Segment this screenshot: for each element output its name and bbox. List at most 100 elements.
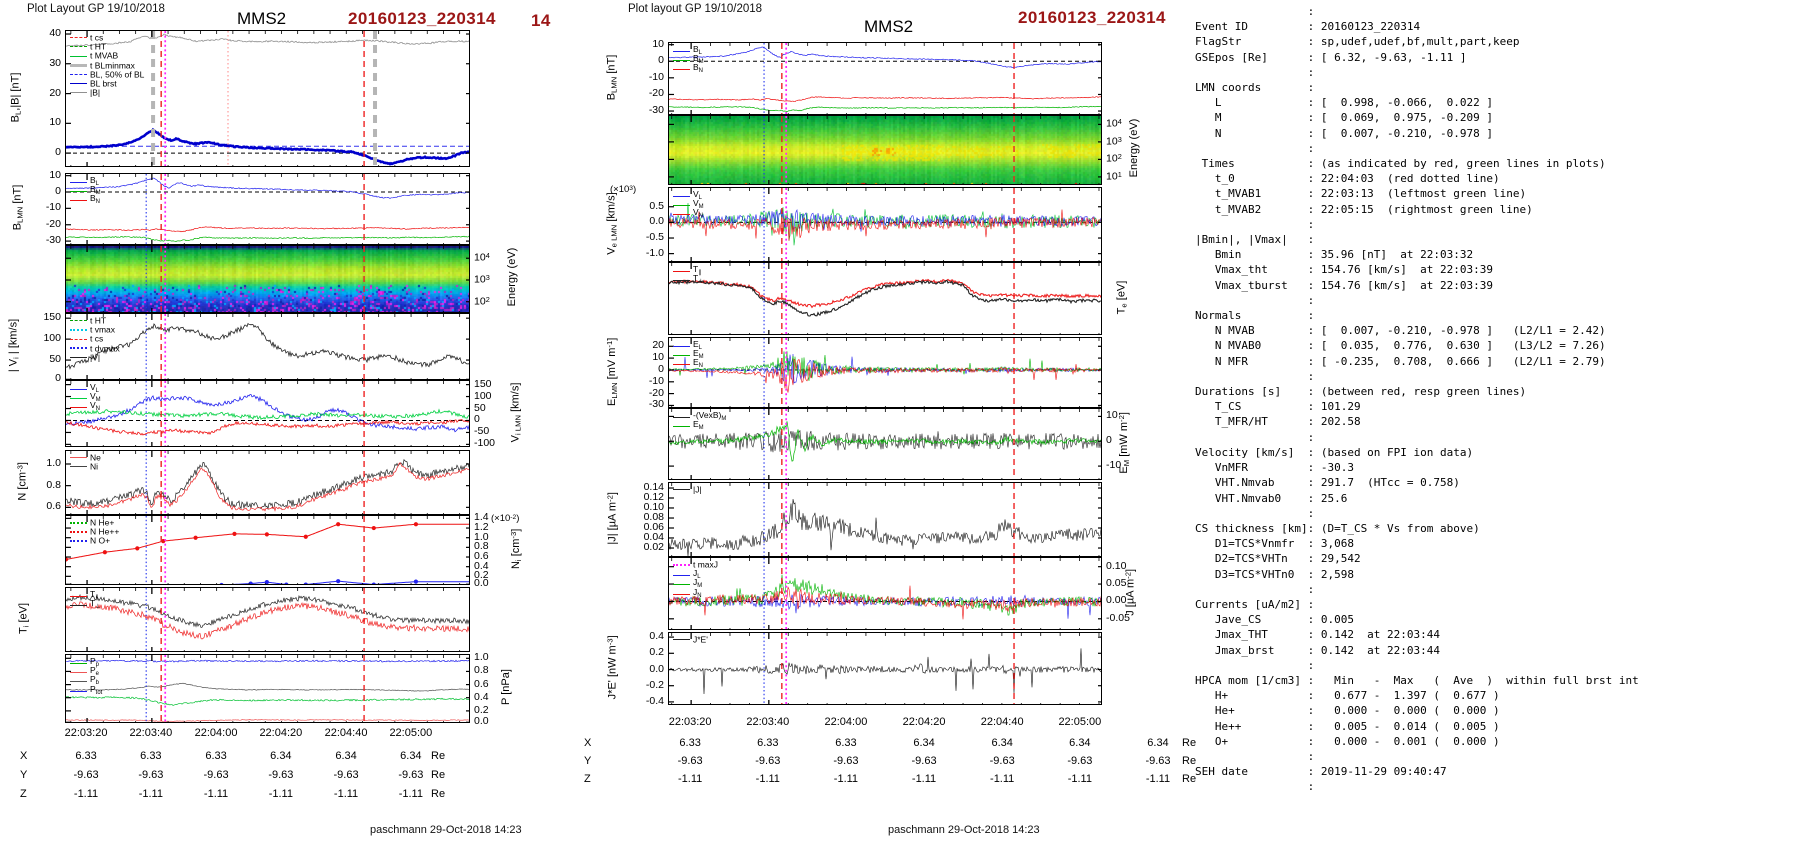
legend-label: EN (693, 357, 703, 370)
legend-label: Pe (90, 665, 99, 678)
plot-svg (669, 558, 1101, 629)
legend-label: VN (90, 400, 100, 413)
legend-entry: J*E' (673, 635, 708, 644)
legend-line-sample (673, 416, 690, 418)
legend-label: t cs (90, 333, 104, 344)
y-tick-label: 0.12 (643, 491, 664, 503)
plot-svg (669, 116, 1101, 184)
y-tick-label: 0.4 (649, 630, 664, 643)
legend-entry: EL (673, 340, 702, 353)
legend-line-sample (70, 466, 87, 468)
legend-entry: T∥ (70, 590, 98, 603)
legend-line-sample (673, 584, 690, 586)
ephemeris-value: 6.33 (75, 750, 97, 762)
ephemeris-value: -9.63 (268, 769, 294, 781)
panel-left-Vi-LMN: VL VM VN (65, 380, 470, 447)
y-tick-label: 0.8 (46, 478, 61, 491)
y-tick-label: 20 (652, 339, 664, 352)
y-tick-label-right: 1.0 (474, 530, 489, 543)
y-tick-label-right: 1.4 (474, 511, 489, 524)
legend-entry: BN (70, 194, 100, 207)
legend-entry: t cs (70, 334, 103, 343)
panel-left-pressure: Pp Pe Pb Ptot (65, 654, 470, 723)
time-tick-label: 22:04:40 (980, 716, 1024, 728)
legend-line-sample (673, 345, 690, 347)
event-id-fragment: 14 (531, 11, 551, 30)
legend-entry: VN (70, 401, 100, 414)
axis-multiplier-note: (×10-2) (491, 513, 520, 524)
legend-entry: -(VexB)M (673, 411, 726, 424)
y-axis-label-right: Energy (eV) (1128, 118, 1140, 178)
footer-credit-left: paschmann 29-Oct-2018 14:23 (370, 824, 522, 836)
legend-label: BM (693, 53, 704, 66)
legend-label: JN (693, 586, 702, 599)
ephemeris-value: -9.63 (73, 769, 99, 781)
legend-line-sample (673, 69, 690, 71)
legend-entry: BL brst (70, 79, 117, 88)
legend-label: BL (90, 175, 99, 187)
event-id-middle: 20160123_220314 (1018, 8, 1166, 27)
event-id-left: 20160123_220314 (348, 9, 496, 28)
ephemeris-value: -1.11 (203, 788, 229, 800)
panel-left-B-LMN: BL BM BN (65, 173, 470, 245)
ephemeris-row-label: Z (20, 788, 27, 800)
plot-svg (66, 655, 469, 722)
y-axis-label: J*E' [nW m-3] (605, 634, 619, 699)
ephemeris-unit: Re (431, 788, 446, 800)
axis-multiplier-note: (×103) (610, 184, 637, 195)
footer-credit-middle: paschmann 29-Oct-2018 14:23 (888, 824, 1040, 836)
legend-line-sample (70, 191, 87, 193)
legend-line-sample (70, 595, 87, 597)
legend-label: t HT (90, 315, 107, 326)
legend-entry: N O+ (70, 536, 110, 545)
spectrogram-canvas (669, 116, 1101, 184)
y-tick-label: 0 (55, 185, 61, 197)
ephemeris-value: -9.63 (1067, 755, 1093, 767)
legend-label: JL (693, 568, 701, 581)
panel-left-N-density: Ne Ni (65, 450, 470, 515)
legend-line-sample (673, 355, 690, 357)
plot-svg (66, 588, 469, 651)
legend-entry: VN (673, 208, 703, 221)
y-tick-label-right: 104 (474, 251, 490, 264)
time-tick-label: 22:05:00 (1058, 716, 1102, 728)
legend-entry: Ptot (70, 684, 102, 698)
legend-label: |V| (90, 352, 101, 363)
panel-middle-B-LMN-brst: BL BM BN (668, 42, 1102, 115)
legend-line-sample (70, 357, 87, 359)
legend-label: t dvmax (90, 342, 120, 353)
y-tick-label-right: 0.10 (1106, 559, 1127, 572)
plot-svg (66, 516, 469, 584)
ephemeris-value: -1.11 (990, 773, 1015, 785)
legend-label: VM (693, 198, 704, 211)
y-tick-label: 0.0 (649, 662, 664, 675)
legend-label: EM (693, 348, 704, 361)
legend-entry: EM (673, 349, 704, 362)
y-tick-label: 0 (658, 54, 664, 67)
y-tick-label: 0.6 (46, 500, 61, 513)
y-tick-label: -0.5 (645, 231, 664, 244)
legend-label: |J| (693, 484, 702, 495)
ephemeris-value: 6.34 (400, 750, 422, 762)
plot-svg (66, 381, 469, 446)
time-tick-label: 22:04:20 (902, 716, 946, 728)
legend-label: N He++ (90, 526, 120, 537)
legend-line-sample (70, 347, 87, 350)
legend-entry: Ne (70, 453, 101, 462)
y-tick-label: 10 (49, 116, 61, 129)
legend-line-sample (70, 74, 87, 76)
ephemeris-value: -1.11 (1067, 773, 1092, 785)
y-tick-label-right: -0.05 (1106, 611, 1130, 624)
legend-entry: BN (673, 63, 703, 76)
legend-label: Ni (90, 461, 99, 472)
y-tick-label: 0.08 (643, 511, 664, 524)
legend-entry: JM (673, 578, 702, 591)
ephemeris-value: 6.34 (335, 750, 357, 762)
y-tick-label: 10 (652, 351, 664, 364)
panel-middle-J-LMN: t maxJ JL JM JN (668, 557, 1102, 630)
legend-entry: Pe (70, 666, 99, 679)
y-tick-label-right: 0.0 (474, 715, 489, 728)
legend-entry: VL (673, 190, 702, 203)
legend-label: VL (693, 189, 702, 201)
legend-label: VM (90, 391, 101, 404)
